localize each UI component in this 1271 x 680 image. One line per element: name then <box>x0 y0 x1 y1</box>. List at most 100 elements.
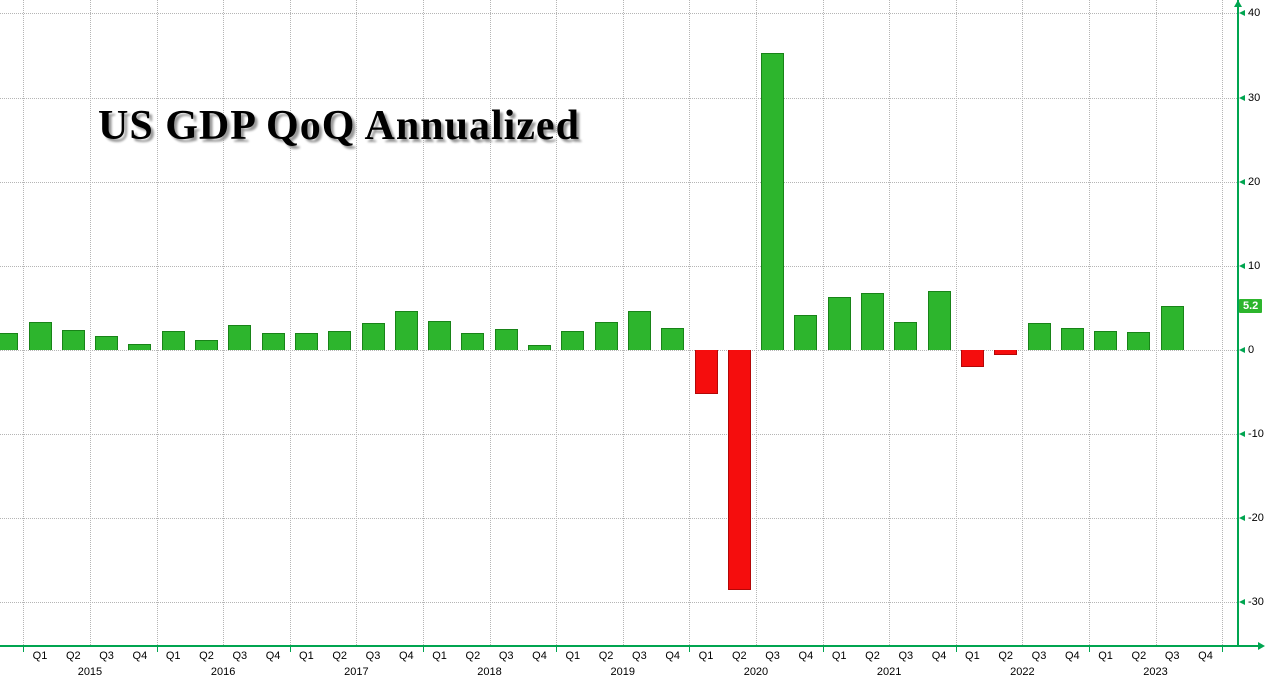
y-axis-tick-label: 30 <box>1248 91 1261 104</box>
v-gridline <box>489 0 491 645</box>
bar-2018-Q3 <box>494 328 518 350</box>
y-axis-tick-icon <box>1239 10 1245 17</box>
quarter-label: Q1 <box>965 650 980 662</box>
bar-2018-Q4 <box>528 344 551 350</box>
quarter-label: Q2 <box>199 650 214 662</box>
bar-2017-Q3 <box>361 322 385 350</box>
quarter-label: Q2 <box>65 650 81 662</box>
plot-area: 40 30 20 10 0 -10 -20 -30 5.2 <box>0 0 1264 645</box>
y-axis-tick-label: 20 <box>1248 175 1261 188</box>
y-axis-arrow-icon <box>1234 0 1242 7</box>
quarter-label: Q2 <box>865 650 880 662</box>
v-gridline <box>1022 0 1024 645</box>
v-gridline <box>223 0 225 645</box>
bar-2021-Q4 <box>927 290 951 350</box>
v-gridline <box>1088 0 1090 645</box>
bar-2014-Q4 <box>0 333 19 350</box>
quarter-label: Q2 <box>332 650 348 662</box>
quarter-label: Q2 <box>998 650 1014 662</box>
v-gridline <box>89 0 91 645</box>
bar-2020-Q4 <box>794 314 818 350</box>
quarter-label: Q2 <box>731 650 747 662</box>
quarter-label: Q4 <box>265 650 281 662</box>
quarter-label: Q4 <box>665 650 681 662</box>
bar-2022-Q4 <box>1060 327 1084 350</box>
quarter-label: Q1 <box>299 650 314 662</box>
year-label: 2023 <box>1143 666 1168 678</box>
bar-2022-Q3 <box>1027 322 1051 350</box>
bar-2023-Q2 <box>1127 332 1151 350</box>
x-axis-arrow-icon <box>1258 642 1265 650</box>
y-axis-tick-label: -20 <box>1248 512 1264 525</box>
v-gridline <box>356 0 358 645</box>
y-axis-tick-label: -10 <box>1248 427 1264 440</box>
bar-2019-Q2 <box>594 322 618 350</box>
quarter-label: Q3 <box>632 650 647 662</box>
h-gridline <box>0 602 1237 604</box>
bar-2016-Q4 <box>261 333 285 350</box>
v-gridline <box>955 0 957 645</box>
quarter-label: Q4 <box>532 650 547 662</box>
quarter-label: Q1 <box>32 650 48 662</box>
y-axis-tick-label: 0 <box>1248 343 1255 356</box>
v-gridline <box>556 0 558 645</box>
v-gridline <box>689 0 691 645</box>
bar-2020-Q3 <box>761 52 785 350</box>
year-label: 2020 <box>743 666 769 678</box>
x-axis-tick <box>422 647 424 652</box>
bar-2017-Q1 <box>294 333 318 350</box>
bar-2020-Q2 <box>727 349 751 591</box>
h-gridline <box>0 13 1237 15</box>
y-axis-tick-icon <box>1239 94 1245 101</box>
quarter-label: Q3 <box>498 650 514 662</box>
quarter-label: Q1 <box>165 650 181 662</box>
year-label: 2022 <box>1010 666 1035 678</box>
x-axis-tick <box>1088 647 1090 652</box>
v-gridline <box>1155 0 1157 645</box>
quarter-label: Q3 <box>765 650 780 662</box>
bar-2023-Q1 <box>1094 331 1118 350</box>
bar-2021-Q3 <box>894 322 918 350</box>
quarter-label: Q3 <box>898 650 914 662</box>
quarter-label: Q4 <box>1198 650 1213 662</box>
bar-2021-Q2 <box>861 293 884 350</box>
bar-2019-Q3 <box>627 311 651 350</box>
quarter-label: Q1 <box>432 650 447 662</box>
y-axis-tick-label: 10 <box>1248 259 1261 272</box>
h-gridline <box>0 349 1237 351</box>
y-axis-line <box>1237 0 1239 645</box>
v-gridline <box>289 0 291 645</box>
year-label: 2015 <box>77 666 103 678</box>
bar-2022-Q1 <box>960 349 984 367</box>
quarter-label: Q3 <box>99 650 114 662</box>
quarter-label: Q1 <box>831 650 847 662</box>
y-axis-tick-label: -30 <box>1248 596 1264 609</box>
quarter-label: Q1 <box>698 650 714 662</box>
x-axis-tick <box>556 647 558 652</box>
y-axis-tick-icon <box>1239 599 1245 606</box>
year-label: 2016 <box>210 666 236 678</box>
bar-2019-Q4 <box>661 327 685 350</box>
x-axis-tick <box>289 647 291 652</box>
x-axis-tick <box>955 647 957 652</box>
bar-2017-Q4 <box>394 311 418 350</box>
x-axis-line <box>0 645 1258 647</box>
x-axis-tick <box>23 647 25 652</box>
bar-2015-Q4 <box>128 343 152 350</box>
bar-2017-Q2 <box>328 331 352 350</box>
bar-2015-Q1 <box>28 322 52 350</box>
quarter-label: Q4 <box>798 650 814 662</box>
bar-2016-Q1 <box>161 331 185 350</box>
quarter-label: Q3 <box>365 650 381 662</box>
year-label: 2017 <box>344 666 369 678</box>
last-value-badge: 5.2 <box>1239 299 1263 314</box>
v-gridline <box>23 0 25 645</box>
bar-2021-Q1 <box>827 296 851 350</box>
quarter-label: Q2 <box>1131 650 1147 662</box>
bar-2016-Q3 <box>228 325 252 350</box>
v-gridline <box>889 0 891 645</box>
v-gridline <box>1222 0 1224 645</box>
x-axis-tick <box>689 647 691 652</box>
year-label: 2021 <box>876 666 902 678</box>
bar-2022-Q2 <box>994 349 1018 355</box>
